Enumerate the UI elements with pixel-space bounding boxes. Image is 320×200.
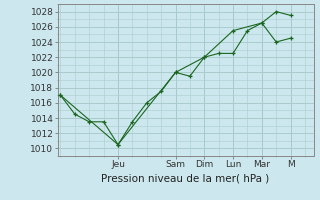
X-axis label: Pression niveau de la mer( hPa ): Pression niveau de la mer( hPa ) bbox=[101, 173, 270, 183]
